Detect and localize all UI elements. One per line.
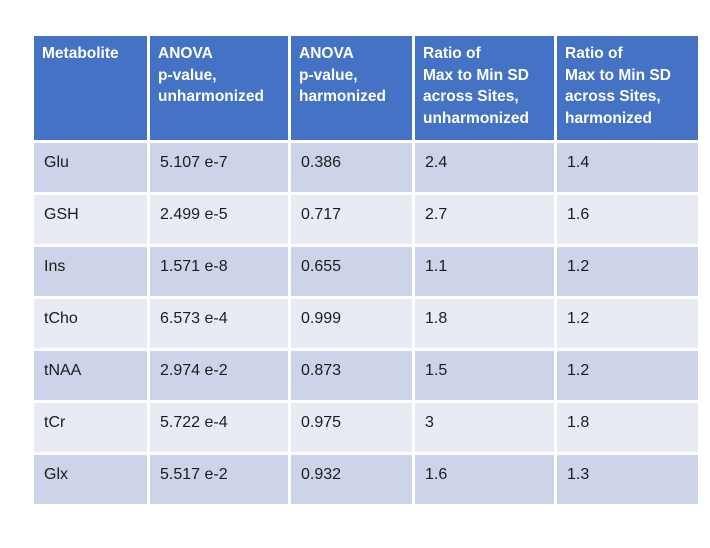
table-cell: 1.4: [557, 143, 698, 192]
table-cell: 5.107 e-7: [150, 143, 288, 192]
table-cell: 2.4: [415, 143, 554, 192]
table-cell: 2.499 e-5: [150, 195, 288, 244]
table-cell: 0.975: [291, 403, 412, 452]
table-cell: 2.974 e-2: [150, 351, 288, 400]
table-cell: 1.2: [557, 247, 698, 296]
column-header-anova-harmonized: ANOVA p-value, harmonized: [291, 36, 412, 140]
table-cell: 2.7: [415, 195, 554, 244]
table-cell: 0.386: [291, 143, 412, 192]
table-cell-metabolite: tNAA: [34, 351, 147, 400]
table-cell: 1.6: [557, 195, 698, 244]
table-cell: 0.717: [291, 195, 412, 244]
table-cell-metabolite: Glx: [34, 455, 147, 504]
table-cell-metabolite: tCho: [34, 299, 147, 348]
table-cell: 5.722 e-4: [150, 403, 288, 452]
table-cell: 1.8: [557, 403, 698, 452]
table-cell-metabolite: GSH: [34, 195, 147, 244]
table-cell: 0.999: [291, 299, 412, 348]
table-cell-metabolite: Glu: [34, 143, 147, 192]
table-cell-metabolite: tCr: [34, 403, 147, 452]
metabolite-table: Metabolite ANOVA p-value, unharmonized A…: [34, 36, 698, 504]
table-cell: 0.932: [291, 455, 412, 504]
table-cell: 0.655: [291, 247, 412, 296]
column-header-sd-ratio-unharmonized: Ratio of Max to Min SD across Sites, unh…: [415, 36, 554, 140]
column-header-anova-unharmonized: ANOVA p-value, unharmonized: [150, 36, 288, 140]
table-cell: 1.8: [415, 299, 554, 348]
table-cell: 0.873: [291, 351, 412, 400]
table-cell: 5.517 e-2: [150, 455, 288, 504]
column-header-sd-ratio-harmonized: Ratio of Max to Min SD across Sites, har…: [557, 36, 698, 140]
table-cell: 1.1: [415, 247, 554, 296]
table-cell: 1.3: [557, 455, 698, 504]
table-cell: 1.2: [557, 351, 698, 400]
table-cell: 1.2: [557, 299, 698, 348]
table-cell-metabolite: Ins: [34, 247, 147, 296]
table-cell: 1.5: [415, 351, 554, 400]
table-cell: 1.6: [415, 455, 554, 504]
table-cell: 1.571 e-8: [150, 247, 288, 296]
table-cell: 6.573 e-4: [150, 299, 288, 348]
column-header-metabolite: Metabolite: [34, 36, 147, 140]
table-cell: 3: [415, 403, 554, 452]
